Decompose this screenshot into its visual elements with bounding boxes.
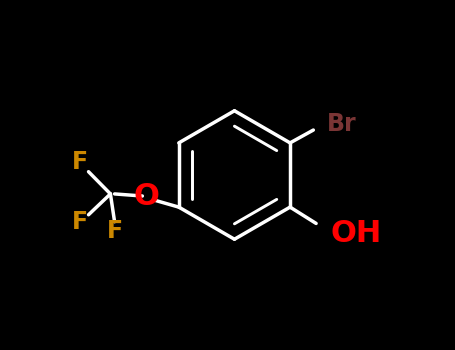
Text: O: O [134,182,160,211]
Text: OH: OH [330,219,381,248]
Text: Br: Br [327,112,356,136]
Text: F: F [72,210,88,234]
Text: F: F [72,150,88,174]
Text: F: F [106,219,123,243]
